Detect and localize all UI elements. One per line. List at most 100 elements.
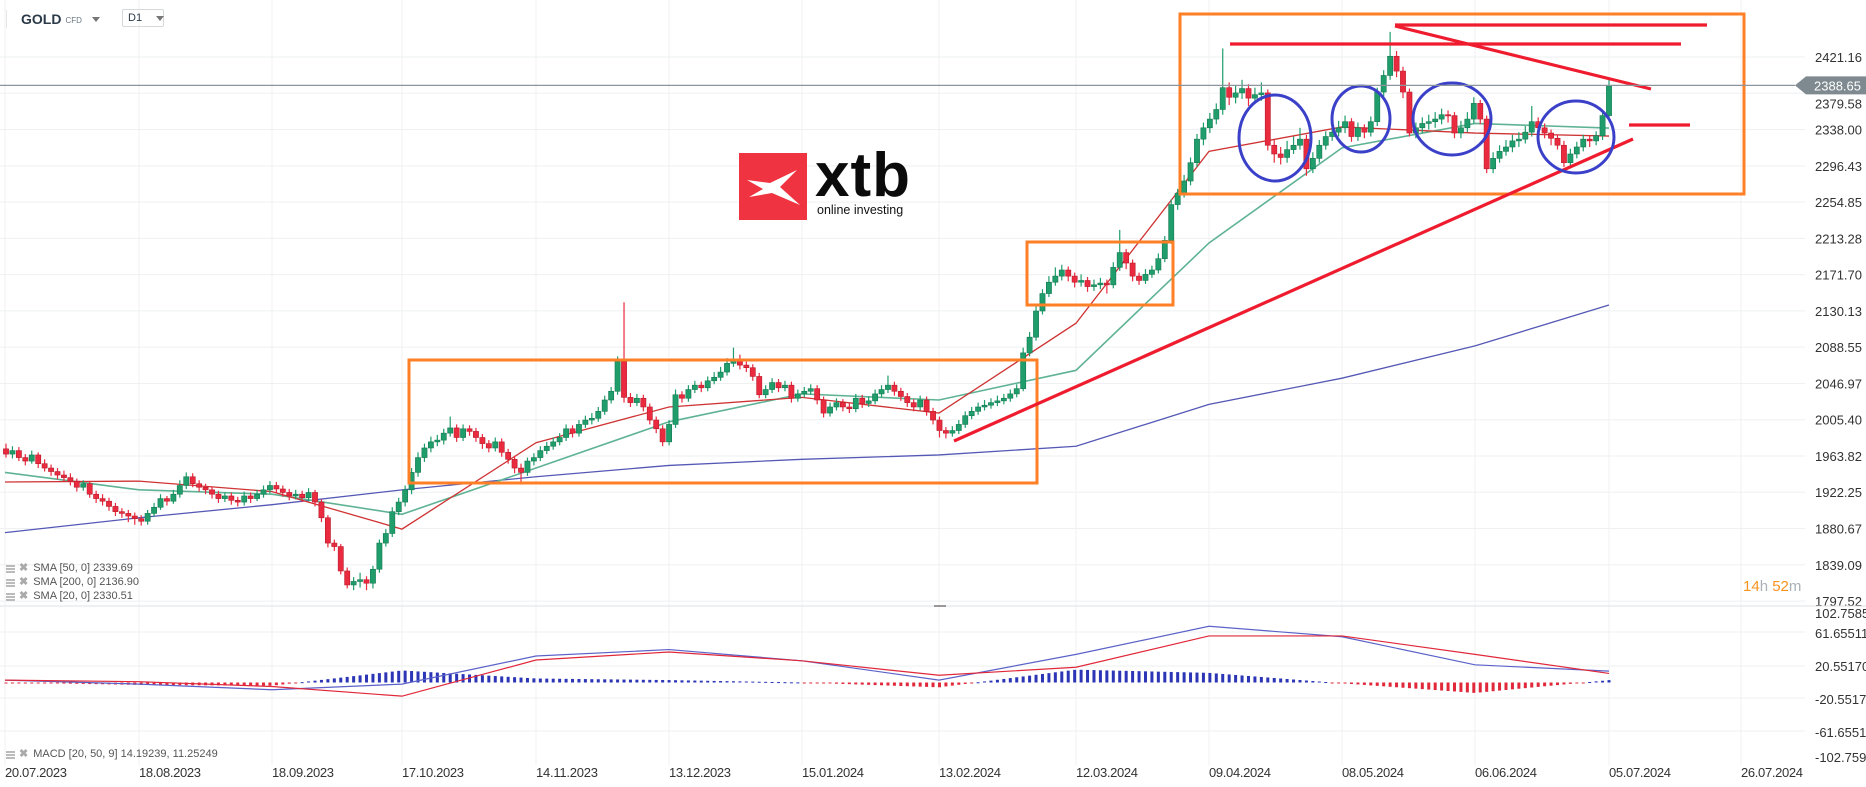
candle-body	[1226, 87, 1233, 98]
candle-body	[267, 485, 273, 491]
candle	[1561, 140, 1567, 168]
candle	[955, 420, 962, 435]
instrument-selector[interactable]: GOLD CFD	[6, 9, 100, 29]
candle	[646, 403, 653, 425]
candle	[988, 398, 994, 409]
panel-resize-handle[interactable]	[934, 605, 946, 607]
macd-histogram-bar	[1234, 674, 1238, 683]
candle-body	[357, 579, 363, 582]
price-tick-label: 1880.67	[1815, 522, 1862, 537]
candle	[1007, 389, 1014, 402]
legend-macd[interactable]: ✖ MACD [20, 50, 9] 14.19239, 11.25249	[6, 748, 218, 761]
candle-body	[524, 460, 531, 473]
macd-histogram-bar	[242, 682, 246, 686]
candle-body	[1290, 144, 1297, 150]
macd-histogram-bar	[654, 679, 658, 683]
legend-sma50[interactable]: ✖ SMA [50, 0] 2339.69	[6, 562, 133, 575]
candle-body	[1065, 269, 1072, 277]
candle-body	[1206, 118, 1213, 129]
candle	[640, 394, 647, 412]
candle-body	[1000, 397, 1007, 402]
macd-histogram-bar	[88, 682, 92, 685]
candle	[691, 380, 698, 394]
candle	[962, 411, 969, 428]
macd-histogram-bar	[1324, 682, 1328, 684]
candle	[125, 509, 132, 523]
instrument-type: CFD	[65, 15, 82, 25]
macd-histogram-bar	[1111, 670, 1115, 683]
macd-histogram-bar	[1176, 672, 1180, 683]
macd-histogram-bar	[1555, 682, 1559, 686]
macd-histogram-bar	[1414, 682, 1418, 689]
candle	[35, 452, 42, 469]
price-tick-label: 1963.82	[1815, 449, 1862, 464]
candle-body	[743, 364, 750, 369]
macd-histogram-bar	[1227, 674, 1231, 683]
macd-histogram-bar	[146, 682, 150, 685]
candle-body	[1071, 275, 1078, 283]
macd-histogram-bar	[371, 673, 375, 683]
candle	[1490, 152, 1497, 174]
timeframe-select[interactable]: D1	[122, 9, 165, 27]
candle-body	[1335, 127, 1342, 133]
macd-tick-label: -102.759	[1815, 750, 1866, 765]
candle	[1078, 274, 1085, 287]
candle-body	[801, 390, 808, 395]
legend-sma20[interactable]: ✖ SMA [20, 0] 2330.51	[6, 590, 133, 603]
candle-body	[421, 447, 428, 458]
candle-body	[228, 495, 235, 501]
candle	[1026, 331, 1033, 357]
candle	[769, 378, 775, 394]
candle	[543, 441, 550, 455]
close-icon[interactable]: ✖	[19, 562, 29, 574]
macd-histogram-bar	[474, 674, 478, 683]
macd-histogram-bar	[1382, 682, 1386, 687]
macd-histogram-bar	[1098, 670, 1102, 683]
price-tick-label: 2088.55	[1815, 340, 1862, 355]
candle-body	[1432, 118, 1439, 122]
candle-body	[962, 415, 969, 425]
candle	[260, 485, 267, 498]
candle	[138, 515, 145, 526]
settings-lines-icon[interactable]	[6, 750, 15, 759]
candle	[859, 394, 866, 408]
macd-histogram-bar	[686, 680, 690, 683]
candle-body	[833, 402, 840, 408]
close-icon[interactable]: ✖	[19, 590, 29, 602]
current-price-value: 2388.65	[1814, 78, 1861, 93]
close-icon[interactable]: ✖	[19, 748, 29, 760]
candle	[86, 481, 93, 498]
macd-histogram-bar	[809, 682, 813, 684]
macd-histogram-bar	[1607, 680, 1611, 683]
close-icon[interactable]: ✖	[19, 576, 29, 588]
chevron-down-icon[interactable]	[91, 16, 100, 22]
settings-lines-icon[interactable]	[6, 578, 15, 587]
candle	[1342, 115, 1348, 134]
macd-histogram-bar	[326, 679, 330, 683]
macd-histogram-bar	[75, 682, 79, 684]
macd-histogram-bar	[1105, 670, 1109, 683]
candle-body	[930, 411, 936, 421]
candle	[61, 470, 67, 482]
candle-body	[331, 542, 338, 547]
candle-body	[955, 424, 962, 431]
candle-body	[1425, 121, 1432, 124]
candle-body	[885, 384, 891, 390]
settings-lines-icon[interactable]	[6, 564, 15, 573]
candle	[485, 440, 492, 453]
candle-body	[286, 492, 293, 497]
candle	[267, 481, 273, 494]
candle-body	[1490, 158, 1497, 170]
candle	[1123, 249, 1130, 270]
macd-histogram-bar	[789, 682, 793, 684]
macd-histogram-bar	[725, 681, 729, 683]
settings-lines-icon[interactable]	[6, 592, 15, 601]
range-box	[407, 358, 1039, 485]
date-tick-label: 14.11.2023	[536, 765, 598, 780]
candle-body	[1586, 138, 1593, 142]
candle-body	[1470, 103, 1477, 120]
macd-histogram-bar	[1073, 669, 1077, 683]
legend-sma200[interactable]: ✖ SMA [200, 0] 2136.90	[6, 576, 139, 589]
